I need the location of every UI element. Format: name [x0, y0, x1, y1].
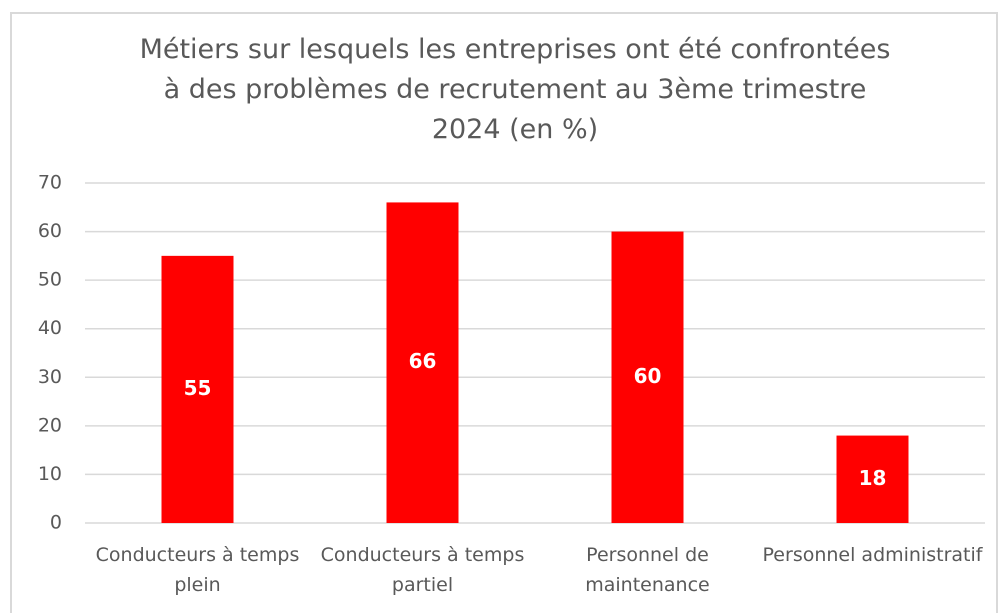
- data-label: 60: [634, 364, 662, 388]
- y-tick-label: 20: [38, 414, 62, 436]
- y-tick-label: 60: [38, 220, 62, 242]
- y-tick-label: 70: [38, 172, 62, 194]
- y-tick-label: 40: [38, 317, 62, 339]
- data-label: 55: [184, 376, 212, 400]
- y-tick-label: 10: [38, 463, 62, 485]
- data-label: 66: [409, 349, 437, 373]
- x-tick-label: Personnel administratif: [762, 544, 983, 566]
- y-tick-label: 50: [38, 269, 62, 291]
- x-tick-label: Conducteurs à temps plein: [95, 544, 300, 596]
- bar: [161, 255, 234, 523]
- y-tick-label: 0: [50, 512, 62, 534]
- chart-title: Métiers sur lesquels les entreprises ont…: [139, 34, 891, 145]
- data-label: 18: [859, 466, 887, 490]
- x-tick-label: Conducteurs à temps partiel: [320, 544, 525, 596]
- bar: [386, 202, 459, 523]
- y-tick-label: 30: [38, 366, 62, 388]
- chart-frame: [10, 12, 998, 613]
- x-tick-label: Personnel de maintenance: [585, 544, 710, 596]
- bar: [836, 435, 909, 523]
- bar: [611, 231, 684, 524]
